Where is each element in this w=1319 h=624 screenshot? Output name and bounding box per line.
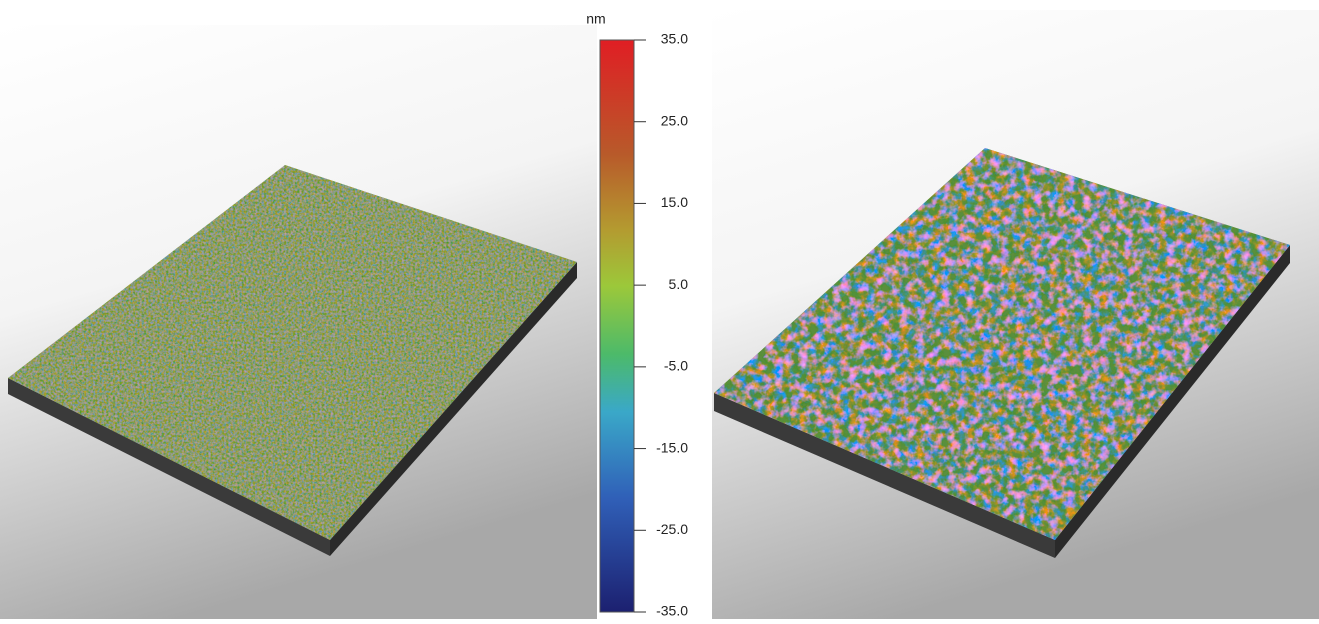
tick-label: 35.0	[661, 31, 688, 47]
colorbar	[599, 39, 635, 613]
right-surface	[714, 148, 1290, 558]
tick-label: 15.0	[661, 194, 688, 210]
tick-label: 25.0	[661, 112, 688, 128]
colorbar-unit: nm	[586, 11, 605, 27]
tick-label: -15.0	[656, 439, 688, 455]
tick-label: -5.0	[664, 358, 688, 374]
tick-label: -25.0	[656, 521, 688, 537]
tick-label: 5.0	[669, 276, 689, 292]
tick-label: -35.0	[656, 603, 688, 619]
left-surface	[8, 165, 577, 556]
